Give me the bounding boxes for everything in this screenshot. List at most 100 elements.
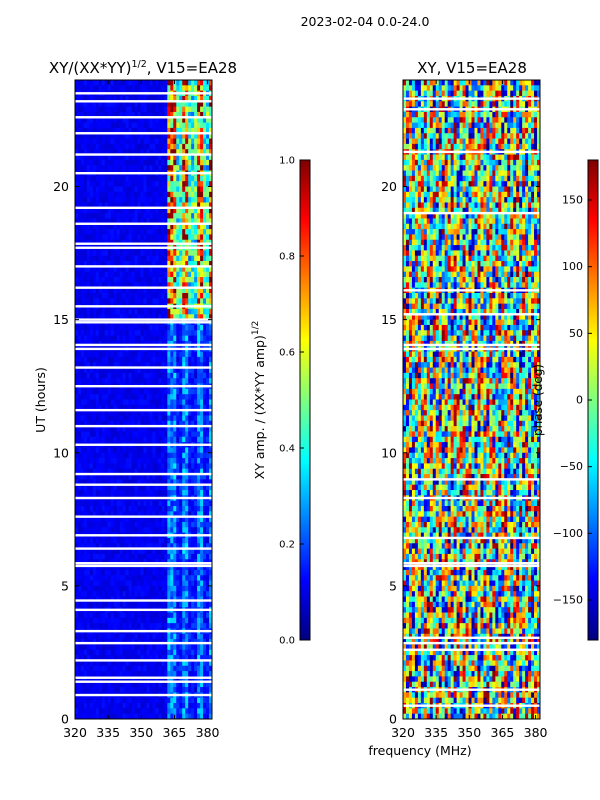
heatmap-cell	[77, 250, 82, 257]
heatmap-cell	[146, 330, 150, 336]
heatmap-cell	[191, 474, 195, 480]
heatmap-cell	[209, 362, 213, 368]
heatmap-cell	[149, 431, 153, 438]
heatmap-cell	[89, 415, 94, 422]
heatmap-cell	[176, 271, 180, 278]
heatmap-cell	[167, 463, 171, 470]
heatmap-cell	[173, 282, 177, 289]
heatmap-cell	[80, 351, 85, 358]
heatmap-cell	[131, 543, 135, 550]
heatmap-cell	[92, 511, 97, 518]
heatmap-cell	[80, 649, 85, 656]
heatmap-cell	[104, 106, 109, 113]
heatmap-cell	[137, 218, 141, 225]
heatmap-cell	[179, 511, 183, 518]
heatmap-cell	[200, 633, 204, 640]
heatmap-cell	[113, 436, 118, 443]
heatmap-cell	[140, 298, 144, 305]
heatmap-cell	[167, 122, 171, 129]
heatmap-cell	[80, 655, 85, 661]
heatmap-cell	[119, 484, 124, 491]
heatmap-cell	[131, 617, 135, 624]
heatmap-cell	[86, 585, 91, 592]
heatmap-cell	[122, 202, 127, 209]
heatmap-cell	[86, 564, 91, 571]
heatmap-cell	[75, 404, 79, 411]
heatmap-cell	[131, 463, 135, 470]
heatmap-cell	[128, 202, 132, 209]
heatmap-cell	[155, 229, 159, 235]
heatmap-cell	[125, 223, 130, 230]
heatmap-cell	[101, 548, 106, 555]
heatmap-cell	[167, 308, 171, 315]
heatmap-cell	[116, 197, 121, 203]
heatmap-cell	[134, 521, 138, 528]
heatmap-cell	[119, 186, 124, 193]
heatmap-cell	[188, 511, 192, 518]
heatmap-cell	[131, 426, 135, 432]
heatmap-cell	[131, 138, 135, 145]
heatmap-cell	[206, 580, 210, 587]
heatmap-cell	[110, 500, 115, 507]
heatmap-cell	[146, 351, 150, 358]
heatmap-cell	[200, 106, 204, 113]
heatmap-cell	[209, 463, 213, 470]
heatmap-cell	[92, 202, 97, 209]
heatmap-cell	[89, 527, 94, 534]
heatmap-cell	[125, 298, 130, 305]
heatmap-cell	[107, 404, 112, 411]
heatmap-cell	[179, 282, 183, 289]
heatmap-cell	[182, 356, 186, 363]
heatmap-cell	[137, 255, 141, 262]
heatmap-cell	[143, 80, 147, 86]
heatmap-cell	[161, 117, 165, 124]
heatmap-cell	[92, 468, 97, 475]
heatmap-cell	[194, 623, 198, 629]
heatmap-cell	[80, 543, 85, 550]
heatmap-cell	[75, 655, 79, 661]
heatmap-cell	[143, 255, 147, 262]
heatmap-cell	[161, 580, 165, 587]
heatmap-cell	[158, 388, 162, 395]
heatmap-cell	[173, 255, 177, 262]
heatmap-cell	[173, 266, 177, 273]
heatmap-cell	[158, 372, 162, 379]
heatmap-cell	[203, 218, 207, 225]
heatmap-cell	[140, 463, 144, 470]
heatmap-cell	[125, 617, 130, 624]
heatmap-cell	[170, 234, 174, 241]
heatmap-cell	[197, 111, 201, 118]
heatmap-cell	[161, 585, 165, 592]
heatmap-cell	[131, 117, 135, 124]
heatmap-cell	[113, 223, 118, 230]
heatmap-cell	[197, 149, 201, 155]
heatmap-cell	[194, 447, 198, 454]
heatmap-cell	[182, 506, 186, 512]
heatmap-cell	[149, 543, 153, 550]
heatmap-cell	[95, 655, 100, 661]
heatmap-cell	[161, 426, 165, 432]
heatmap-cell	[86, 601, 91, 608]
heatmap-cell	[176, 138, 180, 145]
heatmap-cell	[158, 415, 162, 422]
heatmap-cell	[110, 154, 115, 161]
heatmap-cell	[158, 404, 162, 411]
heatmap-cell	[131, 159, 135, 166]
heatmap-cell	[77, 426, 82, 432]
heatmap-cell	[98, 527, 103, 534]
heatmap-cell	[140, 213, 144, 219]
heatmap-cell	[119, 101, 124, 108]
heatmap-cell	[80, 298, 85, 305]
heatmap-cell	[206, 138, 210, 145]
heatmap-cell	[182, 293, 186, 299]
heatmap-cell	[146, 80, 150, 86]
heatmap-cell	[209, 197, 213, 203]
heatmap-cell	[140, 271, 144, 278]
heatmap-cell	[146, 335, 150, 342]
heatmap-cell	[77, 324, 82, 331]
heatmap-cell	[182, 330, 186, 336]
heatmap-cell	[152, 143, 156, 150]
heatmap-cell	[137, 431, 141, 438]
heatmap-cell	[146, 548, 150, 555]
heatmap-cell	[75, 553, 79, 560]
